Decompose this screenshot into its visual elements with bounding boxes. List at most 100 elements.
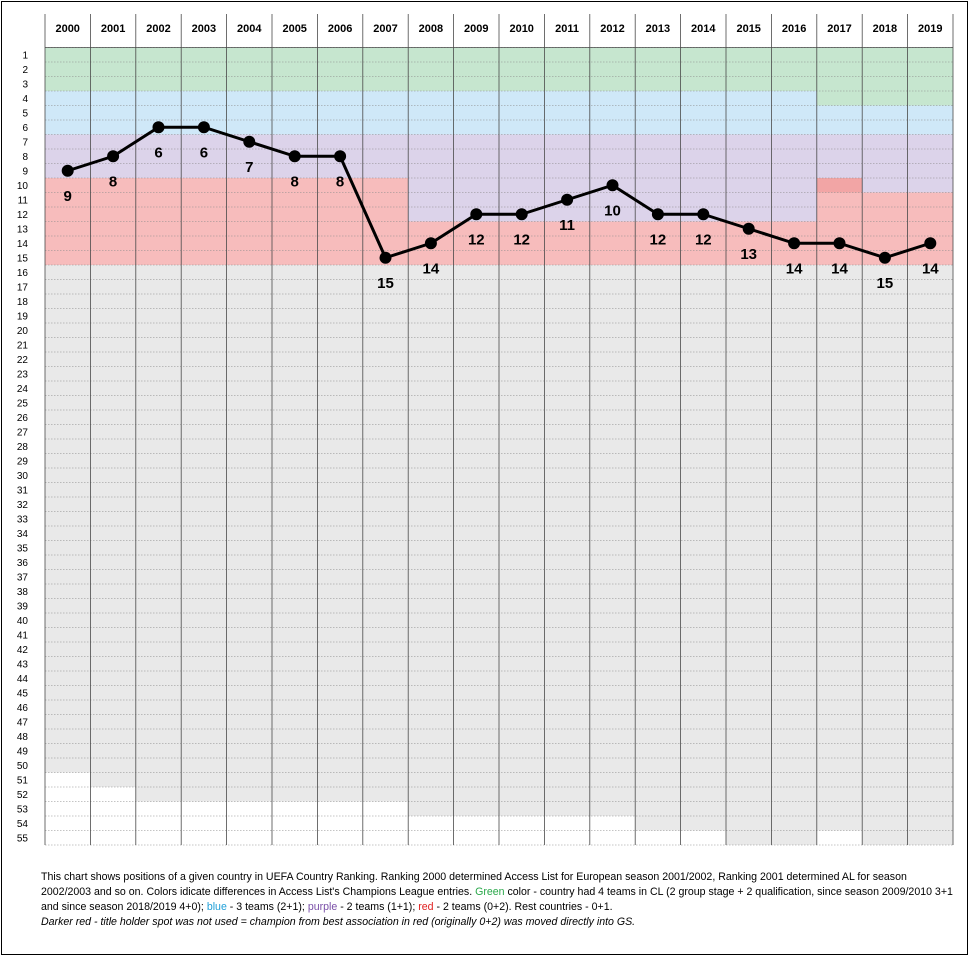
band-blue-2011 <box>544 91 590 135</box>
band-green-2002 <box>135 47 182 91</box>
band-green-2014 <box>680 47 726 91</box>
rank-label-41: 41 <box>17 630 29 641</box>
rank-label-42: 42 <box>17 645 29 656</box>
access-list-bands <box>45 47 953 845</box>
band-blue-2000 <box>45 91 91 135</box>
band-blue-2017 <box>816 105 863 135</box>
band-white-2002 <box>135 801 182 845</box>
value-label-2013: 12 <box>650 231 667 248</box>
rank-label-23: 23 <box>17 369 29 380</box>
point-2009 <box>470 208 483 221</box>
band-white-2017 <box>816 830 863 845</box>
band-purple-2007 <box>362 134 409 178</box>
rank-label-34: 34 <box>17 529 29 540</box>
year-label-2012: 2012 <box>600 23 624 35</box>
point-2015 <box>742 222 755 235</box>
note-blue-word: blue <box>206 901 227 913</box>
band-green-2007 <box>362 47 409 91</box>
band-red-2010 <box>499 221 545 265</box>
rank-label-45: 45 <box>17 688 29 699</box>
value-label-2010: 12 <box>513 231 530 248</box>
point-2004 <box>243 135 256 148</box>
band-grey-2010 <box>499 265 545 816</box>
point-2005 <box>288 150 301 163</box>
rank-label-29: 29 <box>17 456 29 467</box>
year-label-2006: 2006 <box>328 23 352 35</box>
band-blue-2005 <box>272 91 318 135</box>
band-white-2000 <box>45 772 91 845</box>
band-red-2012 <box>589 221 636 265</box>
band-red-2017 <box>816 192 863 265</box>
point-2006 <box>334 150 347 163</box>
rank-label-11: 11 <box>18 195 29 206</box>
rank-label-30: 30 <box>17 471 29 482</box>
rank-label-47: 47 <box>17 717 29 728</box>
value-label-2000: 9 <box>64 188 72 205</box>
band-white-2008 <box>408 816 454 845</box>
band-purple-2002 <box>135 134 182 178</box>
rank-label-53: 53 <box>17 804 29 815</box>
band-blue-2013 <box>635 91 681 135</box>
band-green-2013 <box>635 47 681 91</box>
band-grey-2005 <box>272 265 318 802</box>
value-label-2006: 8 <box>336 173 344 190</box>
band-grey-2003 <box>181 265 227 802</box>
band-purple-2016 <box>771 134 817 222</box>
band-red-2014 <box>680 221 726 265</box>
value-label-2008: 14 <box>423 260 440 277</box>
note-text-3: - 3 teams (2+1); <box>226 901 308 913</box>
note-green-word: Green <box>475 886 505 898</box>
band-dark-red-2017 <box>816 178 863 193</box>
band-white-2007 <box>362 801 409 845</box>
band-green-2017 <box>816 47 863 106</box>
band-grey-2006 <box>317 265 363 802</box>
band-blue-2006 <box>317 91 363 135</box>
band-green-2008 <box>408 47 454 91</box>
rank-label-51: 51 <box>17 775 29 786</box>
rank-label-24: 24 <box>17 384 29 395</box>
rank-label-46: 46 <box>17 703 29 714</box>
year-label-2019: 2019 <box>918 23 942 35</box>
band-purple-2015 <box>726 134 772 222</box>
chart-note: This chart shows positions of a given co… <box>41 870 956 930</box>
band-green-2001 <box>90 47 136 91</box>
band-grey-2000 <box>45 265 91 773</box>
rank-label-50: 50 <box>17 761 29 772</box>
band-purple-2008 <box>408 134 454 222</box>
year-label-2004: 2004 <box>237 23 262 35</box>
band-green-2015 <box>726 47 772 91</box>
year-label-2016: 2016 <box>782 23 806 35</box>
rank-label-19: 19 <box>17 311 29 322</box>
rank-label-26: 26 <box>17 413 29 424</box>
note-text-1: This chart shows positions of a given co… <box>41 871 907 898</box>
rank-label-28: 28 <box>17 442 29 453</box>
band-white-2003 <box>181 801 227 845</box>
band-green-2010 <box>499 47 545 91</box>
rank-label-15: 15 <box>17 253 29 264</box>
rank-label-4: 4 <box>22 94 28 105</box>
rank-label-3: 3 <box>22 79 28 90</box>
band-white-2005 <box>272 801 318 845</box>
band-purple-2003 <box>181 134 227 178</box>
value-label-2011: 11 <box>559 217 575 234</box>
note-red-word: red <box>418 901 434 913</box>
point-2016 <box>788 237 801 250</box>
x-axis-year-labels: 2000 2001 2002 2003 2004 2005 2006 2007 2008 2009… <box>55 23 942 35</box>
band-red-2000 <box>45 178 91 265</box>
rank-label-18: 18 <box>17 297 29 308</box>
point-2001 <box>107 150 120 163</box>
note-purple-word: purple <box>307 901 338 913</box>
band-grey-2001 <box>90 265 136 787</box>
band-blue-2004 <box>226 91 272 135</box>
year-label-2001: 2001 <box>101 23 125 35</box>
rank-label-12: 12 <box>17 210 29 221</box>
band-red-2011 <box>544 221 590 265</box>
band-white-2009 <box>453 816 499 845</box>
point-2008 <box>424 237 437 250</box>
ranking-series <box>61 121 937 264</box>
band-blue-2010 <box>499 91 545 135</box>
band-green-2004 <box>226 47 272 91</box>
value-label-2009: 12 <box>468 231 485 248</box>
rank-label-44: 44 <box>17 674 29 685</box>
data-labels: 9 8 6 6 7 8 8 15 14 12 12 11 10 12 12 13 14 14 15 14 <box>64 144 940 292</box>
